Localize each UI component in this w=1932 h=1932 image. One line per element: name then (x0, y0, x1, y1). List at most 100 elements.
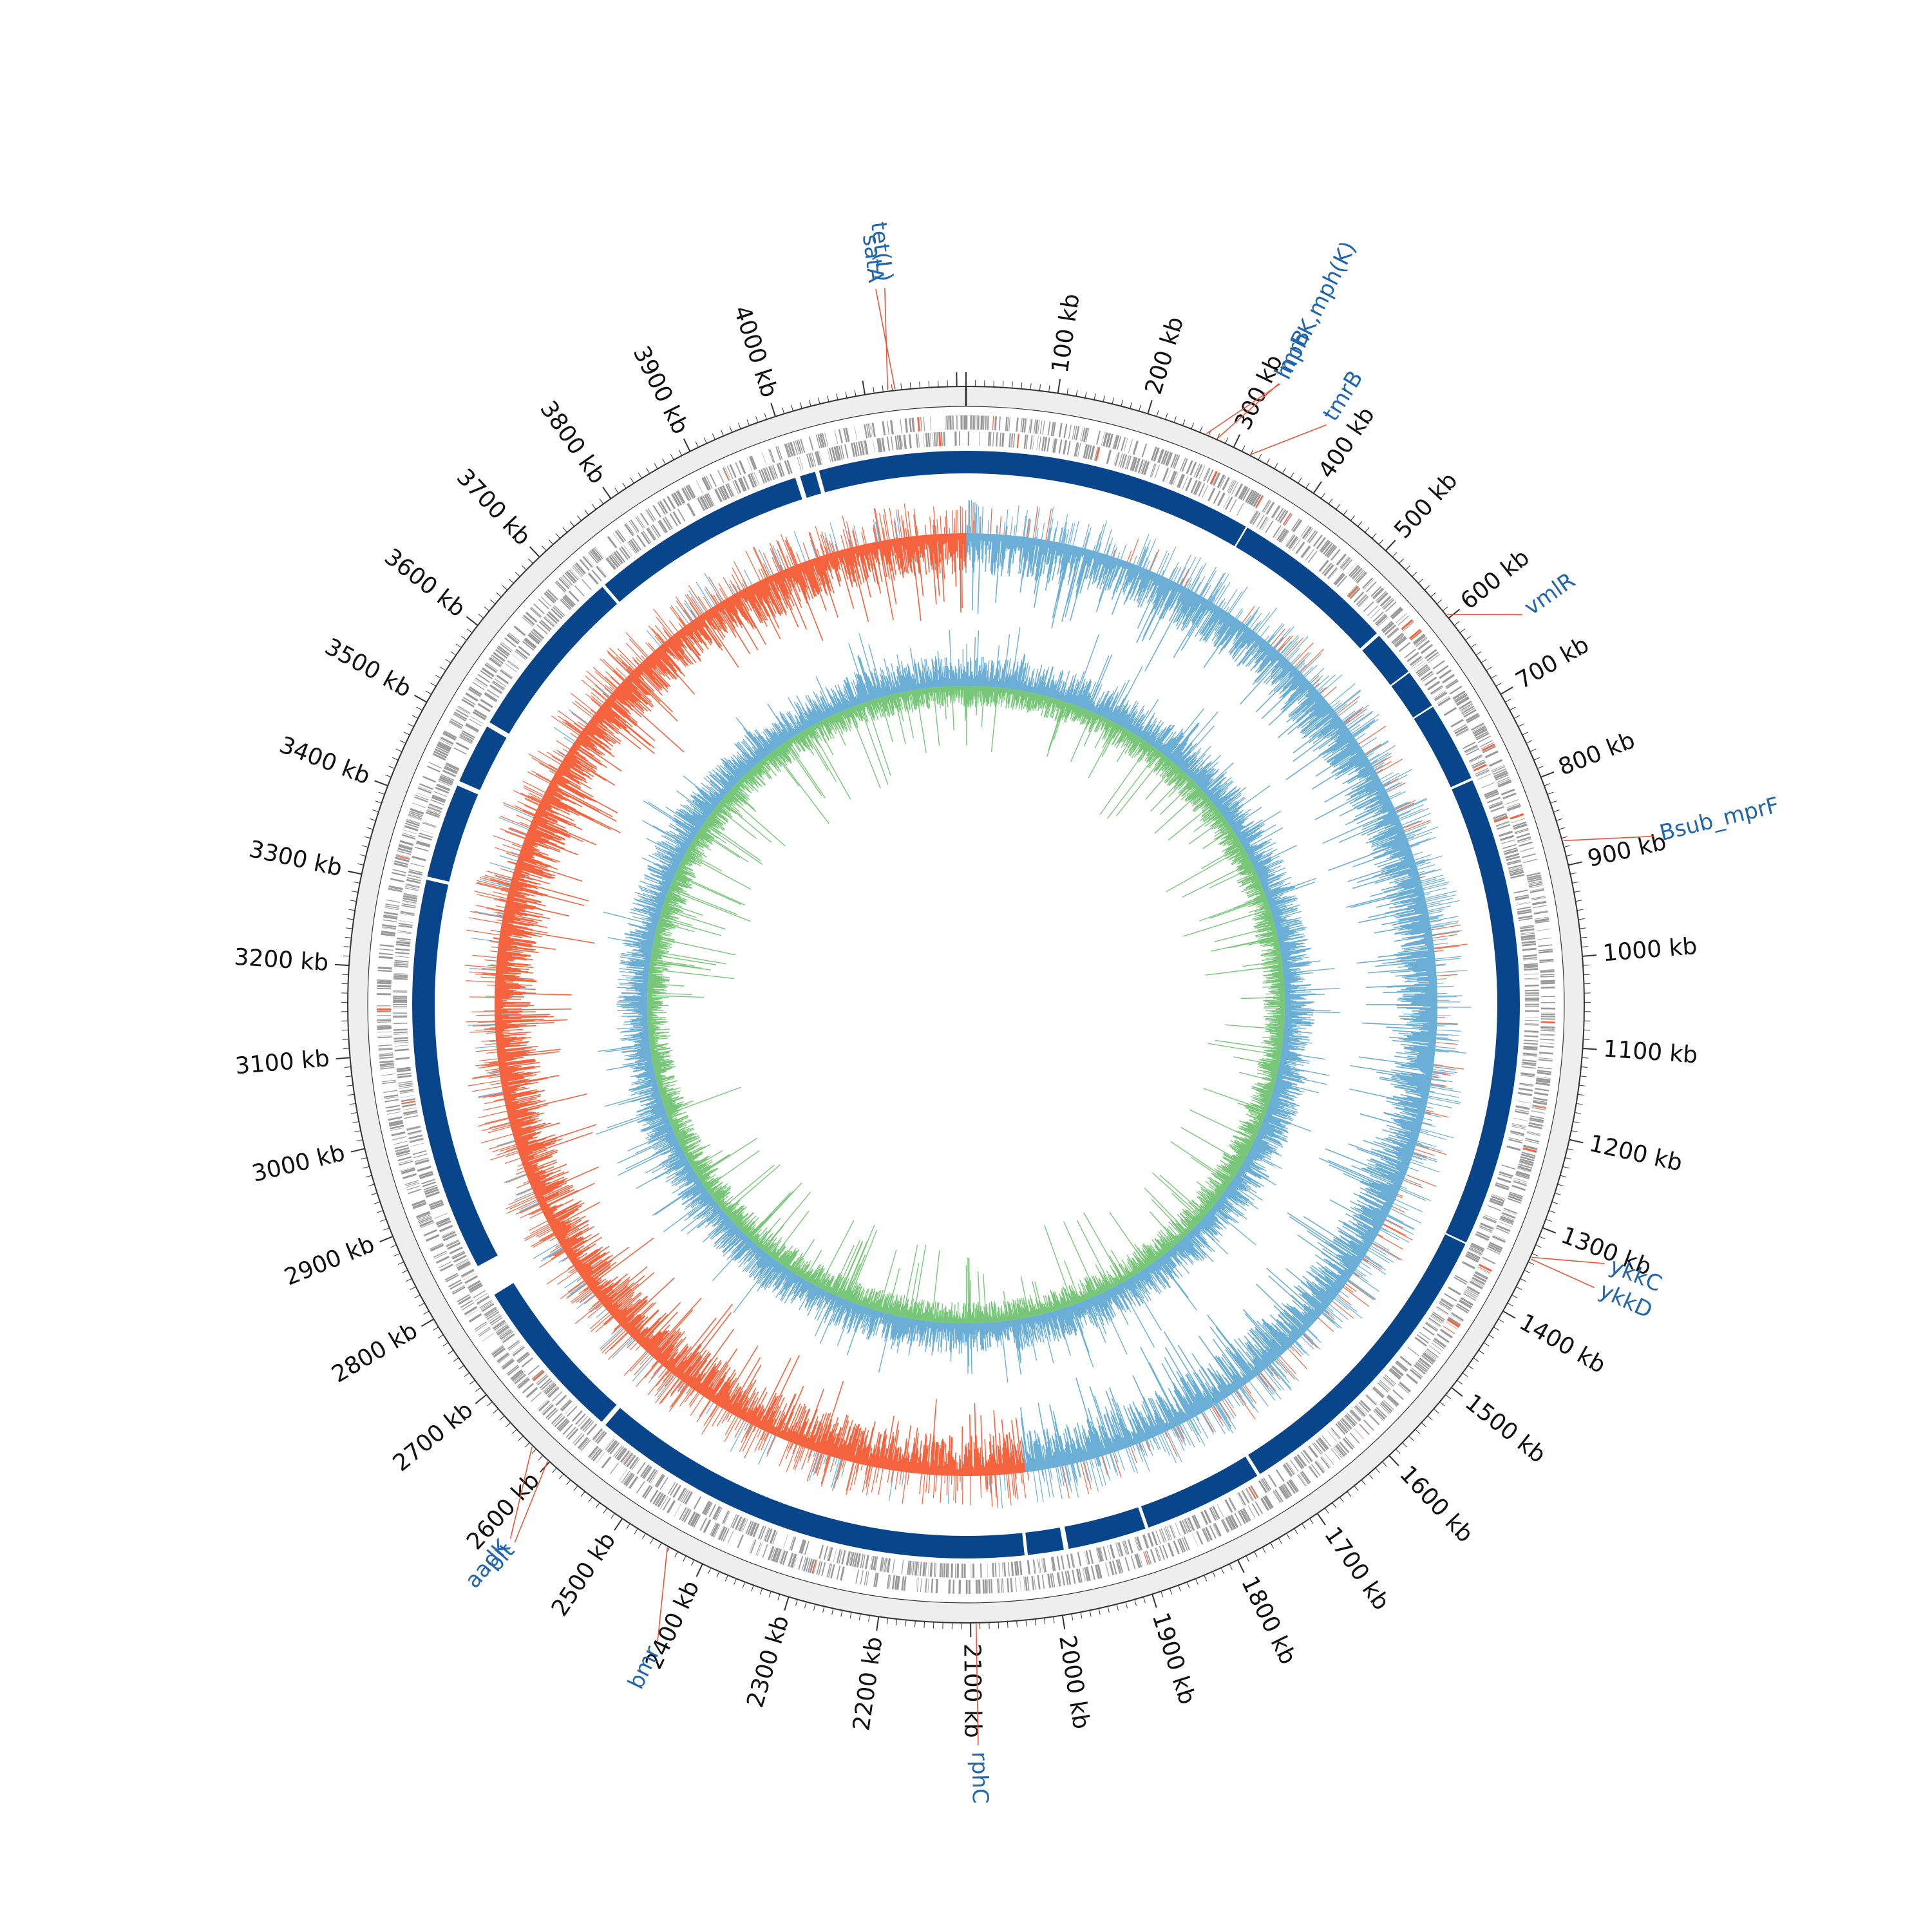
feature-bar (554, 605, 565, 616)
feature-bar (1047, 1573, 1052, 1588)
minor-tick (395, 748, 402, 752)
feature-bar (1113, 451, 1118, 466)
feature-bar (1222, 1519, 1230, 1533)
minor-tick (1191, 422, 1195, 430)
feature-bar (446, 1239, 459, 1246)
feature-bar (434, 1252, 448, 1260)
feature-bar (435, 746, 450, 754)
feature-bar (1492, 766, 1506, 773)
feature-bar (1279, 510, 1289, 524)
feature-bar (427, 809, 441, 815)
feature-bar (844, 444, 849, 459)
skew-spike (1434, 942, 1448, 945)
skew-spike (1347, 1280, 1374, 1300)
minor-tick (442, 1342, 449, 1347)
skew-spike (1027, 1472, 1030, 1481)
feature-bar (866, 1571, 869, 1586)
feature-bar (1213, 1522, 1222, 1537)
skew-bar (1066, 547, 1082, 603)
skew-bar (1036, 539, 1045, 581)
feature-bar (1463, 741, 1476, 750)
feature-bar (1117, 1559, 1122, 1573)
feature-bar (1531, 1111, 1546, 1114)
minor-tick (464, 1372, 470, 1378)
feature-bar (484, 693, 497, 703)
feature-bar (524, 639, 536, 649)
skew-bar (1054, 542, 1060, 564)
feature-bar (1323, 542, 1333, 555)
feature-bar (408, 1188, 422, 1195)
feature-bar (943, 1563, 946, 1578)
minor-tick (1580, 1075, 1587, 1077)
feature-bar (1312, 1443, 1322, 1455)
feature-bar (1519, 925, 1534, 928)
feature-bar (1225, 497, 1233, 510)
skew-track (464, 499, 1472, 1508)
feature-bar (393, 999, 408, 1001)
feature-bar (409, 810, 423, 817)
skew-spike (1282, 636, 1300, 656)
feature-bar (1524, 1005, 1539, 1007)
feature-bar (626, 1455, 636, 1468)
feature-bar (1437, 696, 1450, 705)
feature-bar (402, 832, 416, 838)
skew-bar (1018, 536, 1024, 574)
feature-bar (1175, 1522, 1181, 1537)
feature-bar (1476, 770, 1490, 777)
feature-bar (1372, 611, 1384, 622)
skew-spike (1005, 509, 1009, 535)
minor-tick (1564, 845, 1571, 848)
minor-tick (800, 402, 802, 409)
minor-tick (1392, 552, 1397, 558)
feature-bar (565, 571, 577, 583)
feature-bar (628, 540, 638, 553)
feature-bar (1354, 1405, 1366, 1417)
feature-bar (1204, 468, 1211, 482)
feature-bar (1523, 1042, 1538, 1045)
feature-bar (469, 719, 482, 726)
feature-bar (914, 1561, 916, 1576)
minor-tick (393, 1253, 401, 1256)
feature-bar (426, 1191, 440, 1198)
feature-bar (523, 614, 535, 626)
minor-tick (1553, 810, 1560, 813)
minor-tick (1080, 1612, 1083, 1619)
skew-bar (1055, 542, 1058, 551)
feature-bar (396, 940, 411, 942)
feature-bar (749, 1539, 755, 1553)
minor-tick (809, 399, 811, 406)
feature-bar (497, 1326, 510, 1336)
skew-spike (1426, 1102, 1452, 1108)
minor-tick (1530, 748, 1537, 752)
feature-bar (750, 1539, 757, 1554)
feature-bar (1502, 844, 1517, 849)
feature-bar (1248, 1486, 1257, 1500)
feature-bar (989, 431, 992, 446)
feature-bar (511, 1370, 524, 1381)
feature-bar (1490, 806, 1504, 812)
skew-spike (989, 1475, 990, 1486)
feature-bar (1537, 1072, 1551, 1075)
feature-bar (724, 466, 731, 480)
skew-spike (1383, 1223, 1406, 1236)
skew-bar (1101, 554, 1106, 565)
feature-bar (853, 1553, 858, 1567)
feature-bar (393, 975, 408, 978)
minor-tick (1436, 599, 1442, 605)
feature-bar (1278, 529, 1289, 543)
feature-bar (419, 1220, 434, 1227)
feature-bar (379, 1060, 394, 1064)
minor-tick (721, 430, 724, 437)
feature-bar (1520, 847, 1535, 852)
feature-bar (398, 1081, 413, 1084)
feature-bar (1510, 1130, 1525, 1135)
feature-bar (1495, 1227, 1510, 1234)
feature-bar (922, 1562, 926, 1577)
feature-bar (748, 456, 756, 470)
feature-bar (1441, 1298, 1454, 1307)
feature-bar (399, 840, 414, 846)
minor-tick (542, 545, 547, 551)
minor-tick (1575, 1112, 1582, 1114)
minor-tick (662, 458, 666, 465)
feature-bar (803, 1557, 809, 1572)
